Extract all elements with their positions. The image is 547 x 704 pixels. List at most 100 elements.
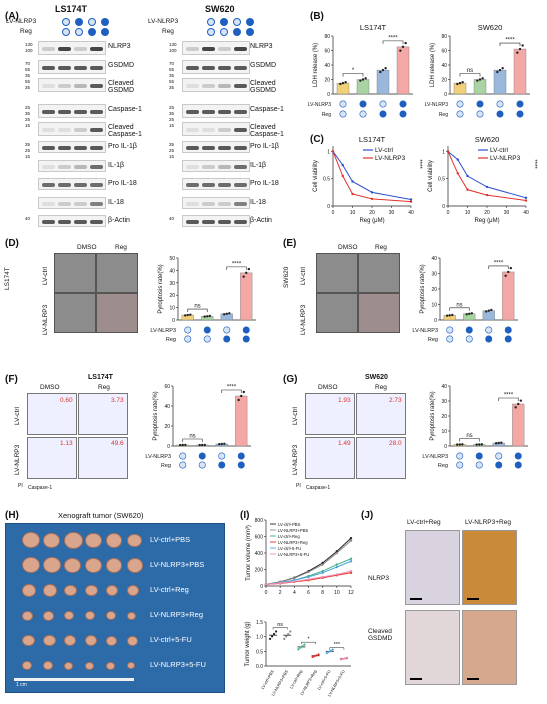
panel-d-label: (D) — [5, 238, 19, 249]
a-row-reg-right: Reg — [162, 28, 174, 35]
a-blot-band — [218, 202, 231, 206]
legend-label: LV-ctrl — [490, 147, 508, 154]
weight-point — [339, 658, 343, 661]
weight-point — [341, 657, 345, 661]
a-blot-band — [202, 146, 215, 150]
row-lv: LV-NLRP3 — [412, 328, 438, 334]
series-point — [341, 174, 344, 178]
data-point — [225, 312, 228, 315]
bar — [235, 395, 248, 447]
weight-point — [301, 645, 304, 648]
y-tick-label: 0 — [327, 92, 330, 98]
a-blot-band — [74, 84, 87, 88]
chart-i-volume: 0 200 400 600 800 0 2 4 6 8 10 12 Tumor volume (mm³)… — [246, 518, 354, 596]
y-tick-label: 0 — [327, 204, 330, 210]
a-blot-band — [58, 110, 71, 114]
series-point — [335, 565, 339, 569]
a-blot-strip — [38, 178, 106, 190]
y-axis-label: Cell viability — [313, 160, 319, 192]
g-value-3: 1.49 — [338, 440, 351, 447]
condition-dot — [456, 461, 464, 469]
g-flow-3 — [305, 437, 355, 479]
legend-label: LV-ctrl — [375, 147, 393, 154]
b-dot — [456, 100, 464, 108]
a-row-reg-left: Reg — [20, 28, 32, 35]
h-tumor — [106, 533, 122, 548]
y-tick-label: 40 — [324, 63, 330, 69]
f-value-2: 3.73 — [111, 397, 124, 404]
a-blot-label: Caspase-1 — [250, 106, 284, 113]
a-blot-label: NLRP3 — [250, 43, 273, 50]
bar — [376, 69, 390, 95]
y-tick-label: 0 — [172, 318, 175, 324]
panel-c-label: (C) — [310, 134, 324, 145]
condition-dot — [198, 461, 206, 469]
a-blot-band — [234, 66, 247, 70]
a-dot — [62, 28, 70, 36]
sig-bracket — [459, 73, 481, 77]
j-ihc-3 — [405, 610, 460, 685]
b-dot — [379, 100, 387, 108]
a-blot-label: Cleaved GSDMD — [108, 80, 135, 94]
g-flow-2 — [356, 393, 406, 435]
data-point — [245, 271, 248, 275]
e-cell-label: SW620 — [283, 266, 290, 288]
a-blot-band — [90, 110, 103, 114]
a-blot-band — [202, 84, 215, 88]
a-mw-marker: 100 — [25, 48, 33, 53]
e-image-4 — [358, 293, 400, 333]
a-blot-label: NLRP3 — [108, 43, 131, 50]
sig-bracket — [182, 438, 203, 442]
legend-label: LV-ctrl+Reg — [278, 534, 300, 539]
condition-dot — [179, 452, 187, 460]
data-point — [465, 313, 468, 316]
data-point — [379, 70, 382, 74]
j-scalebar-1 — [410, 598, 422, 600]
sig-label: **** — [388, 35, 398, 41]
y-tick-label: 600 — [255, 535, 264, 541]
h-tumor — [22, 661, 32, 671]
a-mw-marker: 40 — [169, 216, 175, 221]
h-group-label: LV-ctrl+PBS — [150, 535, 191, 544]
data-point — [240, 394, 243, 398]
condition-dot — [504, 326, 512, 334]
a-mw-marker: 40 — [25, 216, 31, 221]
y-tick-label: 20 — [169, 293, 175, 299]
y-tick-label: 0.5 — [256, 649, 263, 655]
condition-dot — [495, 452, 503, 460]
condition-dot — [465, 335, 473, 343]
weight-point — [289, 630, 292, 633]
a-blot-band — [74, 220, 87, 224]
condition-dot — [198, 452, 206, 460]
x-tick-label: 40 — [523, 210, 529, 216]
h-tumor — [22, 610, 33, 621]
h-tumor — [64, 531, 83, 549]
condition-dot — [514, 452, 522, 460]
j-row-nlrp3: NLRP3 — [368, 575, 389, 582]
a-blot-band — [202, 47, 215, 51]
a-mw-marker: 100 — [169, 48, 177, 53]
a-dot — [88, 28, 96, 36]
a-blot-band — [234, 183, 247, 187]
a-blot-band — [218, 128, 231, 132]
j-scalebar-2 — [467, 598, 479, 600]
h-tumor — [106, 611, 116, 621]
y-tick-label: 50 — [169, 256, 175, 262]
data-point — [384, 66, 387, 70]
series-point — [349, 539, 353, 542]
condition-dot — [184, 326, 192, 334]
a-dot — [75, 18, 83, 26]
f-yaxis: PI — [18, 483, 23, 489]
a-blot-band — [202, 220, 215, 224]
h-tumor — [43, 634, 56, 647]
chart-b-sw620: 0 20 40 60 80 SW620 LDH release (%) ns **** LV-NL… — [425, 23, 530, 118]
a-blot-band — [186, 183, 199, 187]
a-mw-marker: 55 — [25, 67, 31, 72]
bar — [502, 271, 515, 321]
weight-point — [315, 654, 318, 657]
data-point — [476, 79, 479, 82]
condition-dot — [223, 326, 231, 334]
g-value-2: 2.73 — [389, 397, 402, 404]
x-tick-label: 30 — [389, 210, 395, 216]
y-tick-label: 40 — [169, 268, 175, 274]
